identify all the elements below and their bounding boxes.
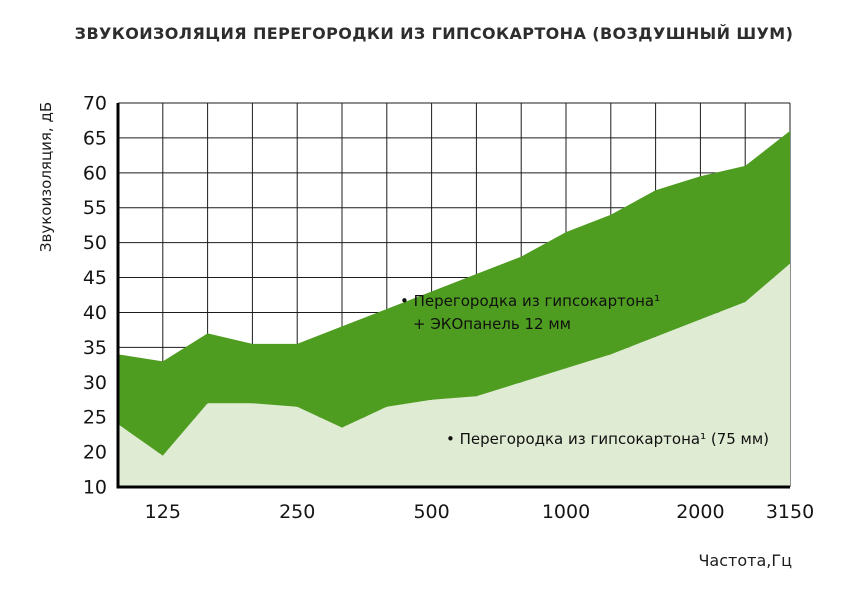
annotation-eco-panel-series: • Перегородка из гипсокартона¹ + ЭКОпане… bbox=[400, 290, 660, 336]
y-tick-label: 70 bbox=[83, 93, 107, 115]
area-plain-partition bbox=[118, 263, 790, 487]
y-tick-label: 25 bbox=[83, 407, 107, 429]
y-tick-label: 50 bbox=[83, 232, 107, 254]
y-tick-label: 55 bbox=[83, 197, 107, 219]
area-eco-panel-partition bbox=[118, 130, 790, 456]
x-tick-label: 2000 bbox=[676, 501, 724, 523]
y-tick-label: 65 bbox=[83, 127, 107, 149]
annotation-eco-panel-line1: • Перегородка из гипсокартона¹ bbox=[400, 292, 661, 310]
y-tick-label: 20 bbox=[83, 442, 107, 464]
x-tick-label: 1000 bbox=[542, 501, 590, 523]
annotation-eco-panel-line2: + ЭКОпанель 12 мм bbox=[413, 315, 571, 333]
y-tick-label: 35 bbox=[83, 337, 107, 359]
y-axis-title: Звукоизоляция, дБ bbox=[37, 101, 55, 253]
x-tick-label: 125 bbox=[145, 501, 181, 523]
y-tick-label: 30 bbox=[83, 372, 107, 394]
y-tick-label: 45 bbox=[83, 267, 107, 289]
x-tick-label: 500 bbox=[413, 501, 449, 523]
y-tick-label: 10 bbox=[83, 477, 107, 499]
x-axis-title: Частота,Гц bbox=[698, 551, 792, 570]
chart-title: ЗВУКОИЗОЛЯЦИЯ ПЕРЕГОРОДКИ ИЗ ГИПСОКАРТОН… bbox=[74, 24, 794, 43]
y-tick-label: 40 bbox=[83, 302, 107, 324]
x-tick-label: 3150 bbox=[766, 501, 814, 523]
x-tick-label: 250 bbox=[279, 501, 315, 523]
y-tick-label: 60 bbox=[83, 162, 107, 184]
annotation-plain-partition-series: • Перегородка из гипсокартона¹ (75 мм) bbox=[446, 430, 770, 448]
